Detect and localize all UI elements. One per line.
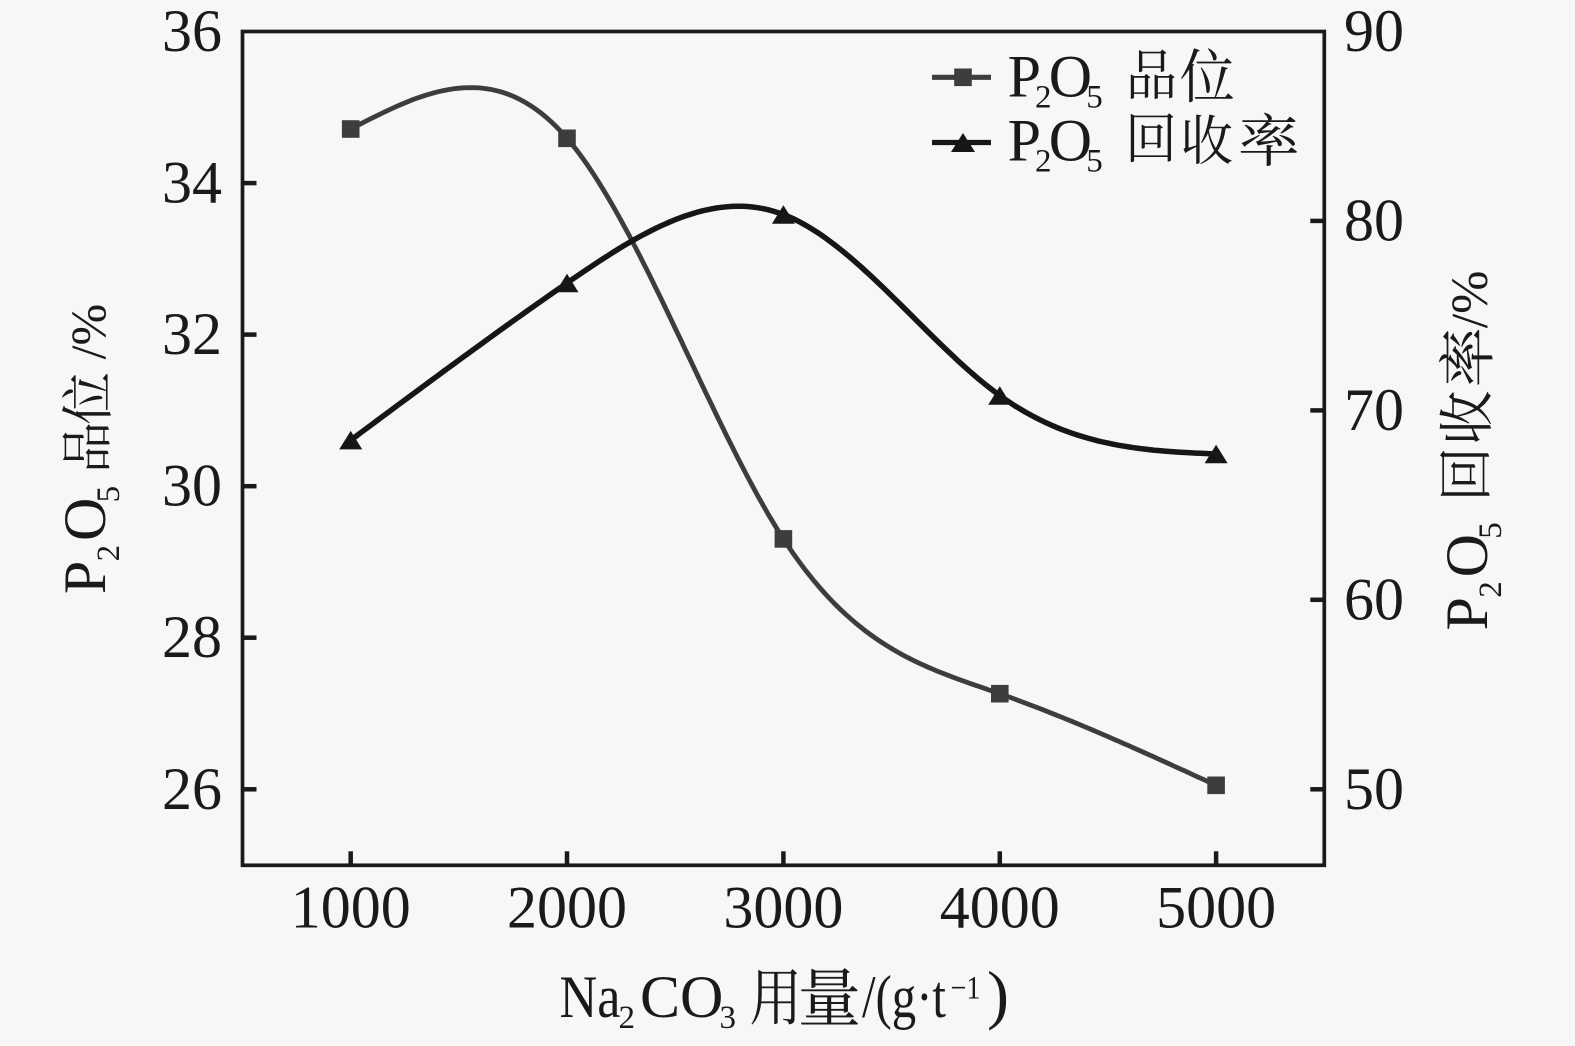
svg-text:1000: 1000 (291, 874, 411, 940)
svg-text:32: 32 (162, 301, 222, 367)
svg-text:P: P (52, 561, 118, 594)
svg-text:5: 5 (1086, 80, 1103, 116)
svg-text:2: 2 (91, 545, 127, 562)
svg-text:36: 36 (162, 0, 222, 64)
svg-text:P: P (1008, 107, 1041, 173)
svg-text:2: 2 (1035, 143, 1052, 179)
svg-text:/%: /% (1442, 271, 1499, 329)
svg-text:2: 2 (1473, 581, 1509, 598)
svg-text:2: 2 (619, 1000, 636, 1036)
svg-text:70: 70 (1344, 377, 1404, 443)
svg-text:34: 34 (162, 150, 222, 216)
svg-text:/%: /% (60, 304, 116, 360)
svg-text:−1: −1 (951, 971, 981, 1007)
svg-text:/(g·t: /(g·t (862, 964, 946, 1030)
svg-text:O: O (52, 498, 118, 541)
svg-text:26: 26 (162, 756, 222, 822)
svg-text:P: P (1008, 44, 1041, 110)
svg-text:3: 3 (720, 1000, 737, 1036)
svg-text:60: 60 (1344, 566, 1404, 632)
svg-text:28: 28 (162, 604, 222, 670)
svg-text:2: 2 (1035, 80, 1052, 116)
svg-text:30: 30 (162, 453, 222, 519)
svg-text:50: 50 (1344, 756, 1404, 822)
svg-text:P: P (1434, 597, 1500, 630)
svg-text:80: 80 (1344, 187, 1404, 253)
svg-text:3000: 3000 (723, 874, 843, 940)
svg-text:O: O (1434, 534, 1500, 577)
svg-text:4000: 4000 (940, 874, 1060, 940)
svg-text:): ) (987, 959, 1009, 1032)
svg-text:O: O (1049, 44, 1092, 110)
svg-text:Na: Na (560, 964, 621, 1030)
svg-text:5: 5 (1473, 522, 1509, 539)
svg-text:90: 90 (1344, 0, 1404, 64)
svg-text:CO: CO (640, 964, 723, 1030)
svg-text:5000: 5000 (1156, 874, 1276, 940)
svg-text:2000: 2000 (507, 874, 627, 940)
svg-text:O: O (1049, 107, 1092, 173)
svg-text:5: 5 (1086, 143, 1103, 179)
svg-text:5: 5 (91, 486, 127, 503)
